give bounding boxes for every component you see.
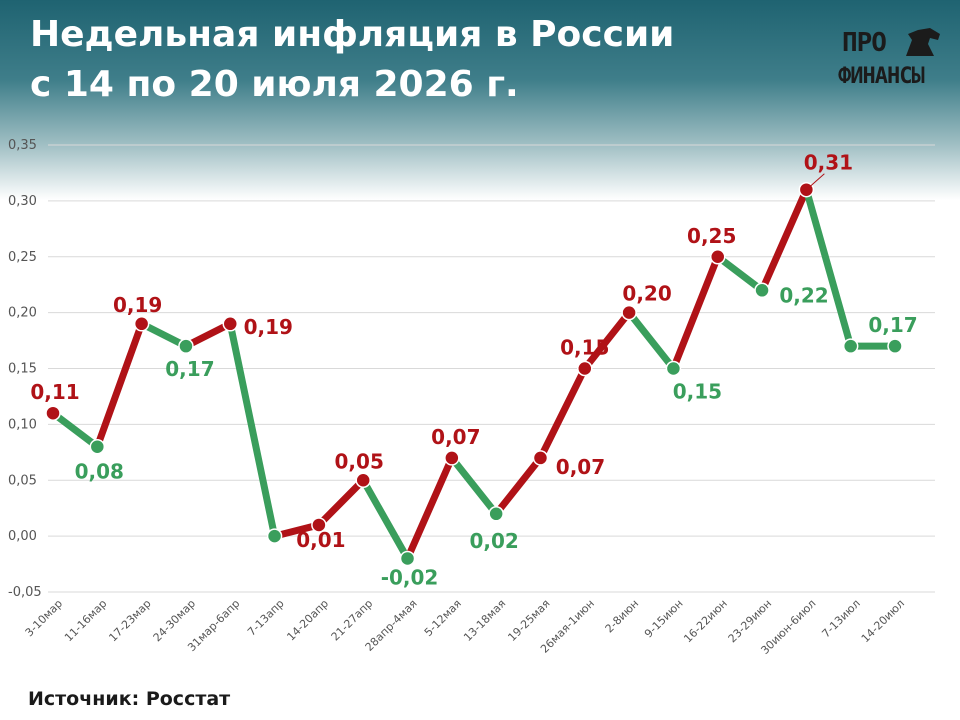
x-tick-label: 11-16мар (62, 597, 109, 644)
x-tick-label: 13-18мая (461, 597, 508, 644)
data-label: 0,19 (113, 293, 162, 317)
data-label: 0,01 (296, 528, 345, 552)
y-tick-label: 0,10 (8, 417, 37, 432)
series-segment (536, 365, 589, 462)
data-point (887, 338, 903, 354)
data-label: 0,20 (622, 282, 671, 306)
y-tick-label: 0,30 (8, 194, 37, 209)
data-point (266, 528, 283, 544)
y-tick-label: 0,05 (8, 473, 37, 488)
y-tick-label: 0,15 (8, 362, 37, 377)
series-segment (359, 476, 412, 562)
x-tick-label: 14-20апр (284, 597, 331, 644)
x-axis-ticks: 3-10мар11-16мар17-23мар24-30мар31мар-6ап… (23, 597, 907, 657)
data-label: 0,15 (673, 380, 722, 404)
x-tick-label: 16-22июн (681, 597, 729, 645)
data-point (444, 450, 460, 466)
logo-text-top: ПРО (842, 28, 887, 58)
data-point (754, 282, 770, 299)
data-label: 0,17 (868, 313, 917, 337)
data-label: 0,11 (30, 380, 79, 404)
y-tick-label: 0,35 (8, 138, 37, 153)
x-tick-label: 2-8июн (603, 597, 642, 636)
y-axis-ticks: 0,35 0,30 0,25 0,20 0,15 0,10 0,05 0,00 -0,05 (8, 138, 42, 600)
title-line-2: с 14 по 20 июля 2026 г. (30, 64, 519, 105)
data-label: 0,02 (469, 529, 518, 553)
series-segment (182, 320, 234, 350)
logo-text-bottom: ФИНАНСЫ (838, 64, 925, 89)
x-tick-label: 5-12мая (422, 597, 464, 639)
data-point (709, 249, 726, 265)
y-tick-label: 0,20 (8, 306, 37, 321)
data-label: 0,07 (556, 455, 605, 479)
series-segment (714, 253, 766, 294)
data-label: 0,25 (687, 224, 736, 248)
series-segment (138, 320, 190, 350)
y-tick-label: 0,25 (8, 250, 37, 265)
x-tick-label: 7-13апр (245, 597, 287, 639)
series-segment (581, 309, 633, 372)
series-segment (315, 476, 367, 529)
label-leader-line (806, 173, 825, 191)
page-title: Недельная инфляция в России с 14 по 20 и… (30, 10, 674, 110)
series-segment (802, 186, 855, 350)
series-segments (49, 186, 899, 562)
data-label: 0,15 (560, 336, 609, 360)
data-point (222, 316, 239, 332)
data-label: 0,31 (804, 151, 853, 175)
data-point (311, 517, 327, 533)
title-line-1: Недельная инфляция в России (30, 14, 675, 55)
series-segment (758, 186, 810, 294)
data-label: -0,02 (381, 565, 439, 589)
series-segment (448, 454, 500, 518)
data-point (133, 316, 150, 332)
data-point (399, 550, 416, 567)
series-points (45, 181, 903, 567)
x-tick-label: 17-23мар (106, 597, 153, 644)
series-segment (404, 454, 456, 562)
y-tick-label: -0,05 (8, 585, 42, 600)
x-tick-label: 3-10мар (23, 597, 65, 639)
data-point (45, 405, 61, 421)
brand-logo: ПРО ФИНАНСЫ (838, 26, 950, 100)
data-point (488, 506, 504, 522)
series-segment (93, 320, 146, 451)
y-tick-label: 0,00 (8, 529, 37, 544)
x-tick-label: 7-13июл (819, 597, 862, 640)
grid-lines (48, 144, 935, 593)
series-segment (669, 253, 722, 372)
data-point (532, 450, 549, 466)
horse-head-icon (906, 28, 940, 56)
data-point (665, 360, 682, 377)
series-segment (625, 309, 677, 372)
data-label: 0,22 (779, 283, 828, 307)
data-label: 0,07 (431, 425, 480, 449)
x-tick-label: 19-25мая (505, 597, 552, 644)
data-point (178, 338, 194, 354)
header-background (0, 0, 960, 200)
source-note: Источник: Росстат (28, 688, 231, 710)
x-tick-label: 24-30мар (151, 597, 198, 644)
series-segment (49, 409, 101, 451)
data-point (355, 472, 371, 488)
x-tick-label: 9-15июн (642, 597, 686, 641)
x-tick-label: 21-27апр (329, 597, 376, 644)
data-label: 0,08 (75, 460, 124, 484)
data-label: 0,05 (335, 449, 384, 473)
data-point (621, 304, 637, 321)
data-point (577, 360, 593, 377)
data-point (842, 338, 859, 354)
series-segment (226, 320, 279, 540)
data-point (89, 438, 106, 455)
x-tick-label: 14-20июл (859, 597, 907, 645)
series-segment (492, 454, 544, 518)
data-label: 0,19 (244, 315, 293, 339)
data-labels: 0,11 0,08 0,19 0,17 0,19 0,01 0,05 -0,02 0,07 0,0… (30, 151, 917, 590)
data-label: 0,17 (165, 357, 214, 381)
